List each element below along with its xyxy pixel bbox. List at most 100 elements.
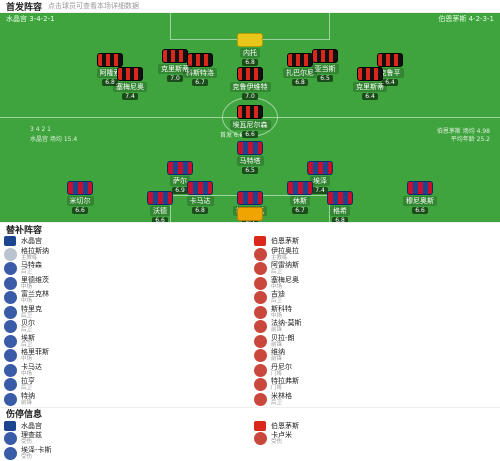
avatar: [254, 305, 267, 319]
player-name: 米林格: [271, 391, 292, 400]
player-position: 中场: [21, 356, 33, 363]
player-away-am-0[interactable]: 塞梅尼奥 7.4: [95, 67, 165, 100]
player-rating: 6.5: [317, 75, 333, 82]
player-position: 门将: [271, 370, 283, 377]
list-item[interactable]: 特里克 后卫: [4, 305, 250, 320]
player-name: 卡马达: [186, 196, 214, 206]
player-home-gk[interactable]: 亨德森6.9: [215, 207, 285, 222]
player-away-def-0[interactable]: 阿隆索 6.8: [75, 53, 145, 86]
player-away-am-1[interactable]: 克鲁伊维特 7.0: [215, 67, 285, 100]
shirt-icon: [237, 207, 263, 221]
list-item[interactable]: 吉迪 后卫: [254, 291, 500, 306]
player-home-mid-1[interactable]: 卡马达 6.8: [165, 181, 235, 214]
shirt-icon: [312, 49, 338, 63]
list-item[interactable]: 塞梅尼奥 中场: [254, 276, 500, 291]
player-name: 塞梅尼奥: [113, 82, 147, 92]
player-position: 后卫: [21, 327, 33, 334]
player-away-def-2[interactable]: 扎巴尔尼 6.8: [265, 53, 335, 86]
list-item[interactable]: 理查兹 受伤: [4, 432, 250, 447]
player-position: 中场: [21, 283, 33, 290]
player-home-am-0[interactable]: 萨尔 6.9: [145, 161, 215, 194]
player-away-def-3[interactable]: 克鲁平 6.4: [355, 53, 425, 86]
coach-label: 主教练: [21, 254, 38, 261]
list-item[interactable]: 富兰克林 中场: [4, 291, 250, 306]
list-item[interactable]: 马特森 后卫: [4, 262, 250, 277]
shirt-icon: [237, 105, 263, 119]
player-home-am-1[interactable]: 埃泽 7.4: [285, 161, 355, 194]
player-name: 格里菲斯: [21, 348, 49, 357]
home-formation-note: 3 4 2 1: [30, 126, 51, 133]
list-item[interactable]: 斯科特 中场: [254, 305, 500, 320]
list-item[interactable]: 格里菲斯 中场: [4, 349, 250, 364]
player-name: 法纳-莫斯: [271, 319, 302, 328]
player-name: 格希: [330, 206, 350, 216]
player-name: 米切尔: [66, 196, 94, 206]
player-rating: 6.8: [292, 79, 308, 86]
list-item[interactable]: 卡马达 中场: [4, 363, 250, 378]
away-team-label: 伯恩茅斯 4-2-3-1: [438, 15, 494, 23]
player-name: 富兰克林: [21, 290, 49, 299]
player-name: 马特森: [21, 261, 42, 270]
player-away-gk[interactable]: 内托 6.8: [215, 33, 285, 66]
injuries-title: 伤停信息: [0, 406, 500, 420]
list-item[interactable]: 里德维茨 中场: [4, 276, 250, 291]
list-item[interactable]: 贝尔 后卫: [4, 320, 250, 335]
avatar: [4, 378, 17, 392]
player-name: 扎巴尔尼: [283, 68, 317, 78]
player-home-def-0[interactable]: 沃德 6.6: [125, 191, 195, 222]
player-home-def-2[interactable]: 格希 6.8: [305, 191, 375, 222]
player-away-mid-0[interactable]: 克里斯蒂 7.0: [140, 49, 210, 82]
shirt-icon: [67, 181, 93, 195]
player-name: 阿雷纳斯: [271, 261, 299, 270]
player-rating: 6.6: [412, 207, 428, 214]
player-home-mid-0[interactable]: 米切尔 6.6: [45, 181, 115, 214]
list-item[interactable]: 贝拉-朗 前锋: [254, 334, 500, 349]
player-position: 后卫: [21, 385, 33, 392]
avatar: [254, 432, 267, 446]
list-item[interactable]: 米林格 后卫: [254, 392, 500, 407]
avatar: [4, 446, 17, 460]
player-away-def-1[interactable]: 科斯特洛 6.7: [165, 53, 235, 86]
shirt-icon: [407, 181, 433, 195]
list-item[interactable]: 埃斯 后卫: [4, 334, 250, 349]
player-position: 前锋: [271, 356, 283, 363]
list-item[interactable]: 阿雷纳斯 后卫: [254, 262, 500, 277]
list-item[interactable]: 特拉弗斯 门将: [254, 378, 500, 393]
player-name: 卡马达: [21, 362, 42, 371]
avatar: [254, 363, 267, 377]
player-position: 后卫: [21, 312, 33, 319]
player-home-mid-2[interactable]: 休斯 6.7: [265, 181, 335, 214]
player-position: 后卫: [21, 269, 33, 276]
player-name: 马特塔: [236, 156, 264, 166]
lineup-header: 首发阵容 点击球员可查看本场详细数据: [0, 0, 500, 13]
shirt-icon: [97, 53, 123, 67]
player-rating: 6.8: [192, 207, 208, 214]
list-item[interactable]: 埃泽-卡斯 受伤: [4, 446, 250, 461]
player-rating: 7.0: [167, 75, 183, 82]
list-item[interactable]: 特纳 前锋: [4, 392, 250, 407]
player-position: 后卫: [271, 399, 283, 406]
bournemouth-logo-icon: [254, 420, 266, 431]
player-home-fw[interactable]: 马特塔 6.5: [215, 141, 285, 174]
player-name: 埃瓦尼尔森: [229, 120, 271, 130]
list-item[interactable]: 法纳-莫斯 前锋: [254, 320, 500, 335]
away-age-note: 平均年龄 25.2: [450, 136, 490, 143]
player-name: 萨尔: [170, 176, 190, 186]
player-away-am-2[interactable]: 克里斯蒂 6.4: [335, 67, 405, 100]
shirt-icon: [237, 141, 263, 155]
list-item[interactable]: 丹尼尔 门将: [254, 363, 500, 378]
player-name: 里德维茨: [21, 275, 49, 284]
home-coach-row[interactable]: 格拉斯纳 主教练: [4, 247, 250, 262]
player-name: 丹尼尔: [271, 362, 292, 371]
player-name: 卡卢米: [271, 431, 292, 440]
player-position: 门将: [271, 385, 283, 392]
away-coach-row[interactable]: 伊拉奥拉 主教练: [254, 247, 500, 262]
shirt-icon: [237, 191, 263, 205]
player-name: 理查兹: [21, 431, 42, 440]
list-item[interactable]: 维纳 前锋: [254, 349, 500, 364]
player-home-mid-3[interactable]: 穆尼奥斯 6.6: [385, 181, 455, 214]
player-away-fw[interactable]: 埃瓦尼尔森 6.6: [215, 105, 285, 138]
list-item[interactable]: 卡卢米 受伤: [254, 432, 500, 447]
player-away-mid-1[interactable]: 亚当斯 6.5: [290, 49, 360, 82]
list-item[interactable]: 拉亨 后卫: [4, 378, 250, 393]
